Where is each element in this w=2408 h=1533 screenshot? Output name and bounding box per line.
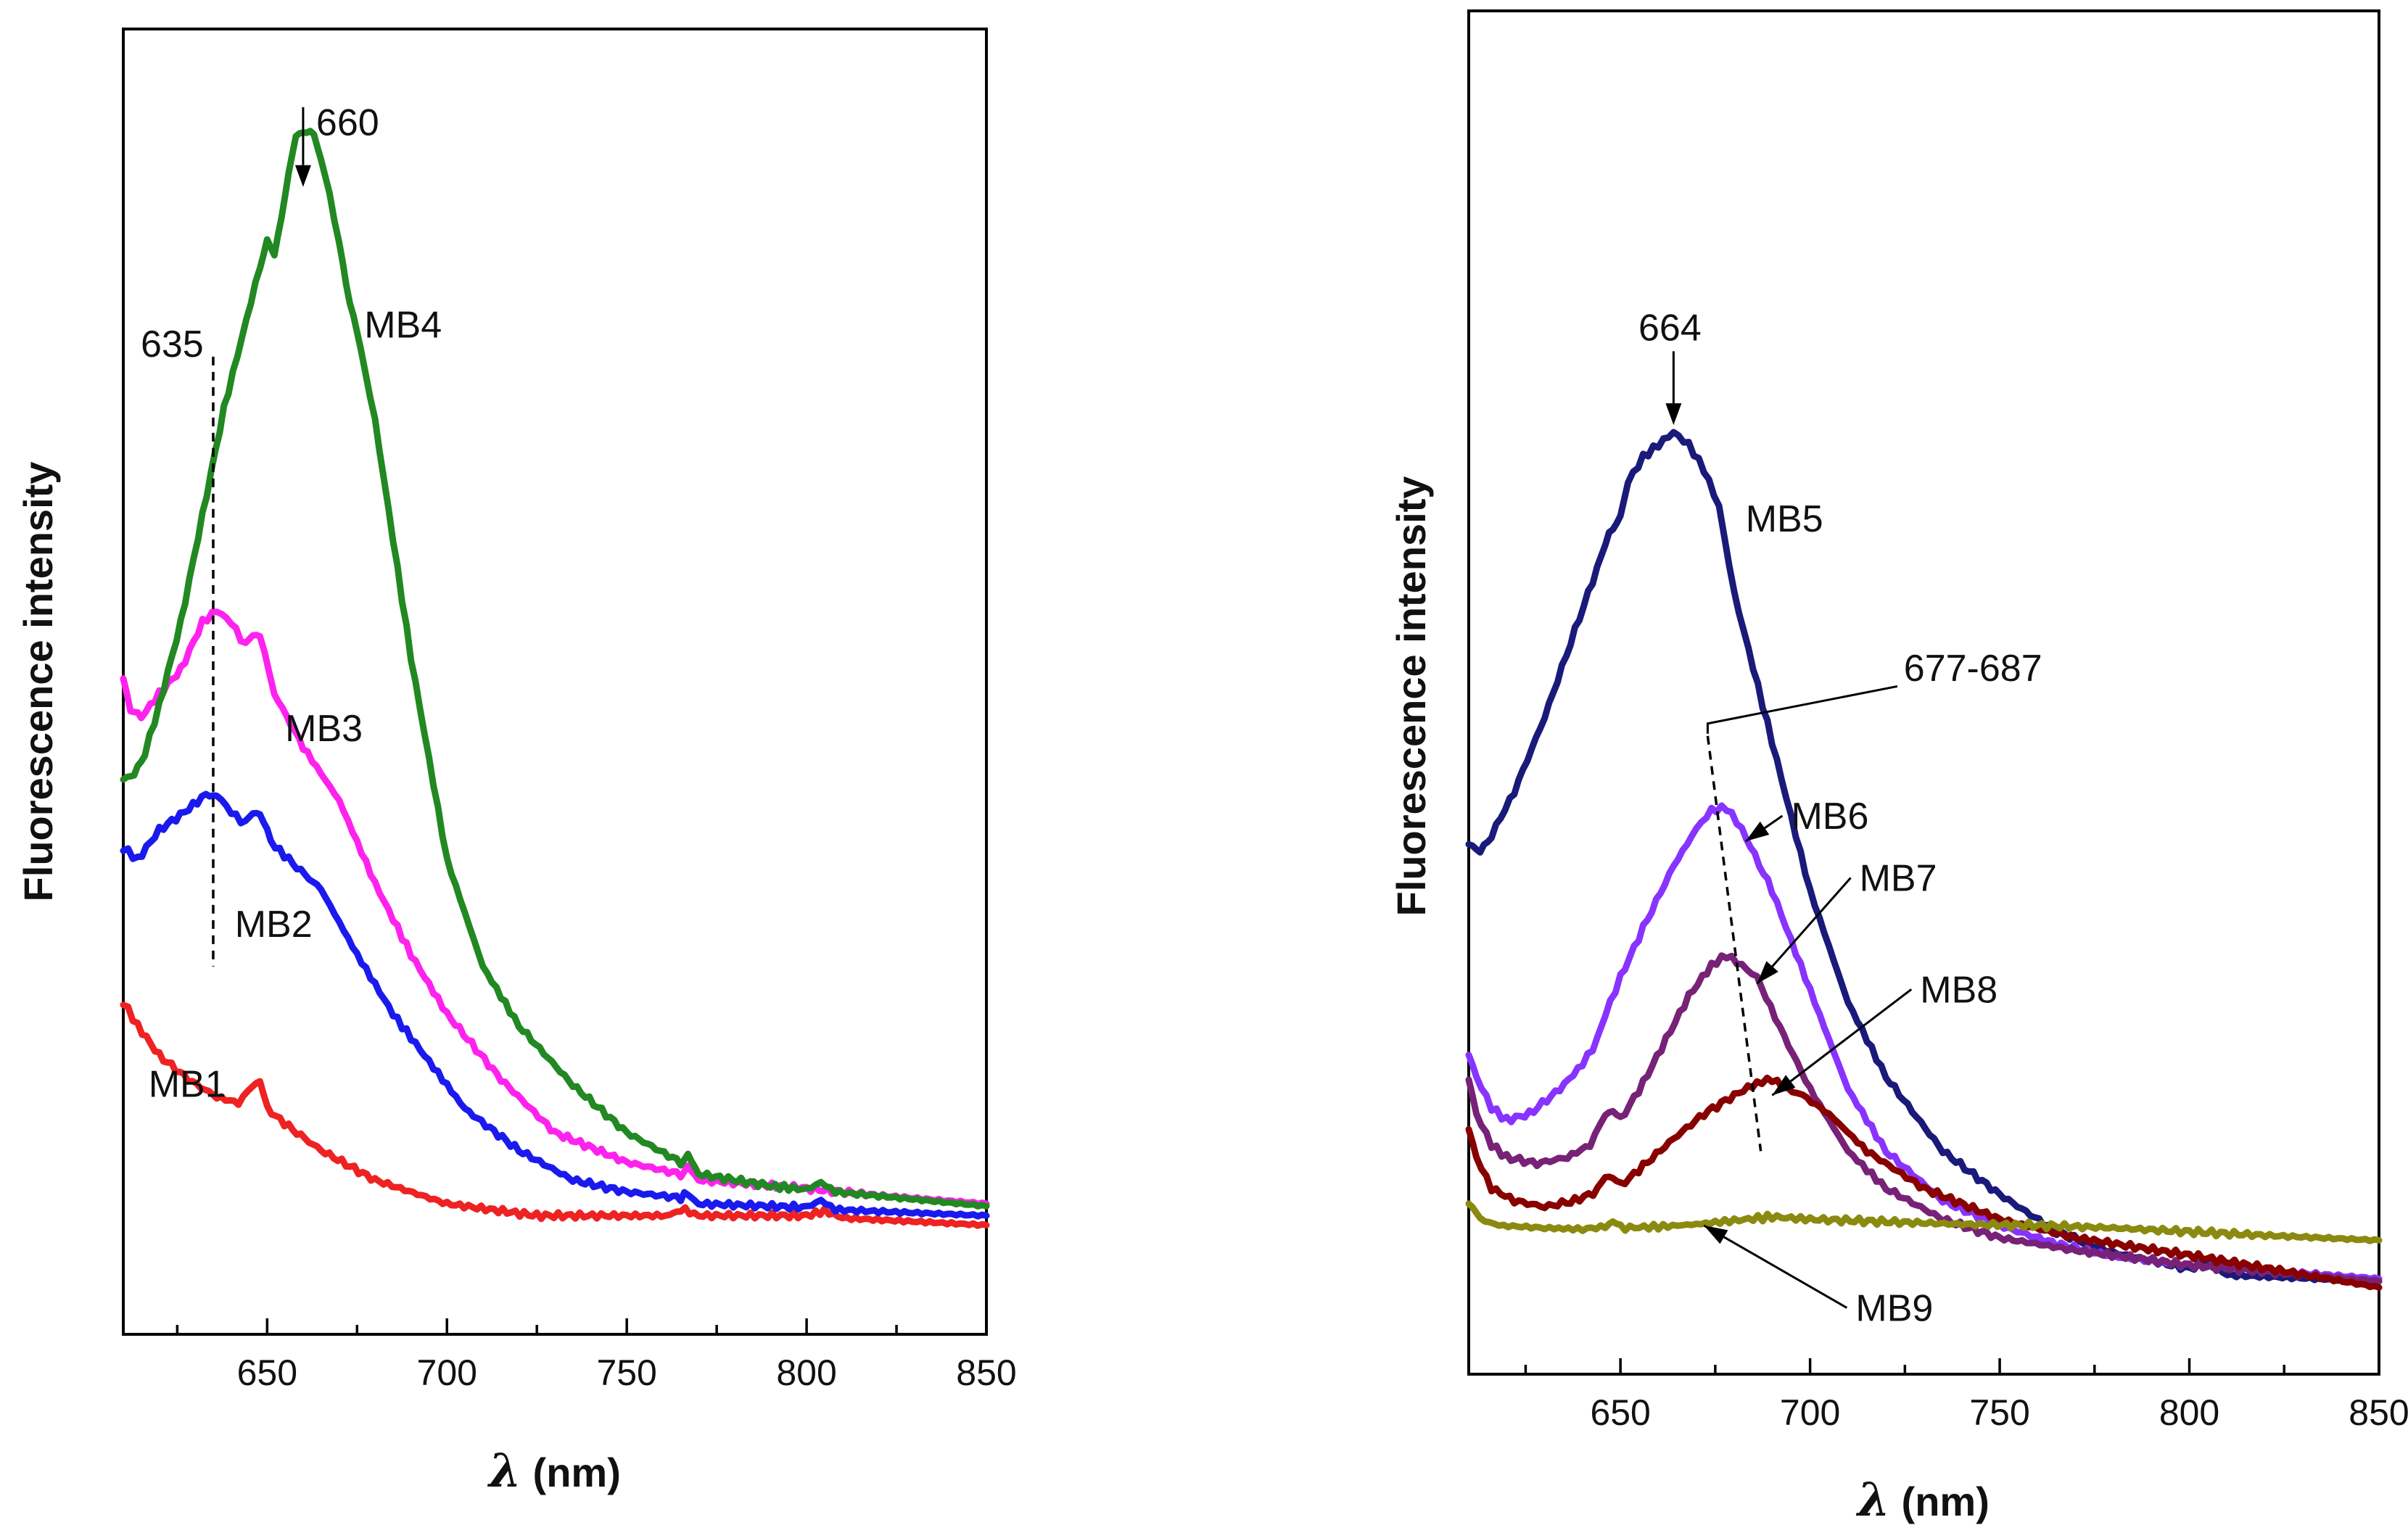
pointer-head-mb6: [1745, 821, 1770, 842]
x-tick-label-650: 650: [237, 1352, 297, 1393]
series-line-mb4: [120, 128, 990, 1210]
x-tick-label-800: 800: [776, 1352, 836, 1393]
series-line-mb9: [1465, 1200, 2383, 1244]
x-tick-label-800: 800: [2159, 1392, 2219, 1433]
bracket-677-687: [1706, 685, 1898, 734]
series-label-mb2: MB2: [235, 904, 313, 946]
annotation-664: 664: [1638, 307, 1702, 349]
arrow-664-head: [1665, 403, 1682, 426]
series-label-mb1: MB1: [149, 1064, 226, 1106]
series-label-mb9: MB9: [1855, 1288, 1933, 1330]
series-label-mb6: MB6: [1791, 796, 1868, 838]
plot-frame-left: [122, 28, 988, 1336]
series-line-mb1: [120, 1001, 990, 1229]
annotation-677-687: 677-687: [1904, 648, 2042, 690]
x-tick-label-850: 850: [2349, 1392, 2408, 1433]
x-tick-label-750: 750: [596, 1352, 656, 1393]
annotation-660: 660: [316, 102, 379, 144]
series-line-mb7: [1465, 952, 2383, 1285]
x-axis-ticks-left: 650 700 750 800 850: [176, 1318, 1017, 1393]
series-label-mb3: MB3: [285, 708, 363, 750]
label-pointers-right: [1703, 814, 1913, 1309]
x-axis-label-right: λ (nm): [1855, 1473, 1990, 1527]
pointer-head-mb7: [1757, 961, 1778, 984]
x-tick-label-650: 650: [1590, 1392, 1650, 1433]
y-axis-label-right: Fluorescence intensity: [1388, 476, 1434, 917]
series-line-mb5: [1465, 429, 2383, 1286]
arrow-660-head: [294, 165, 311, 187]
series-label-mb5: MB5: [1746, 498, 1823, 540]
chart-right: 650 700 750 800 850 664 677-687 MB5 MB6 MB7 …: [1388, 9, 2408, 1527]
pointer-line-mb7: [1756, 877, 1852, 985]
x-tick-label-700: 700: [1780, 1392, 1840, 1433]
plot-frame-right: [1467, 9, 2380, 1376]
series-group-right: [1465, 429, 2383, 1291]
dashed-guide-677-687: [1706, 735, 1762, 1152]
x-tick-label-750: 750: [1969, 1392, 2029, 1433]
series-group-left: [120, 128, 990, 1229]
x-axis-ticks-right: 650 700 750 800 850: [1524, 1358, 2408, 1433]
series-line-mb2: [120, 790, 990, 1220]
x-tick-label-850: 850: [956, 1352, 1016, 1393]
x-tick-label-700: 700: [417, 1352, 477, 1393]
series-line-mb8: [1465, 1074, 2383, 1291]
annotation-635: 635: [141, 323, 204, 365]
annotations-left: 660 635 MB1 MB2 MB3 MB4: [141, 102, 442, 1106]
pointer-head-mb9: [1704, 1225, 1728, 1244]
pointer-head-mb8: [1772, 1075, 1796, 1096]
series-label-mb7: MB7: [1860, 857, 1937, 899]
x-axis-label-left: λ (nm): [487, 1444, 621, 1498]
series-label-mb8: MB8: [1920, 969, 1997, 1011]
chart-left: 650 700 750 800 850 660 635 MB1 MB2 MB3 MB4 …: [15, 28, 1017, 1498]
pointer-line-mb8: [1771, 988, 1913, 1096]
y-axis-label-left: Fluorescence intensity: [15, 462, 61, 902]
pointer-line-mb9: [1703, 1224, 1848, 1309]
series-label-mb4: MB4: [364, 304, 442, 346]
annotations-right: 664 677-687 MB5 MB6 MB7 MB8 MB9: [1638, 307, 2042, 1329]
